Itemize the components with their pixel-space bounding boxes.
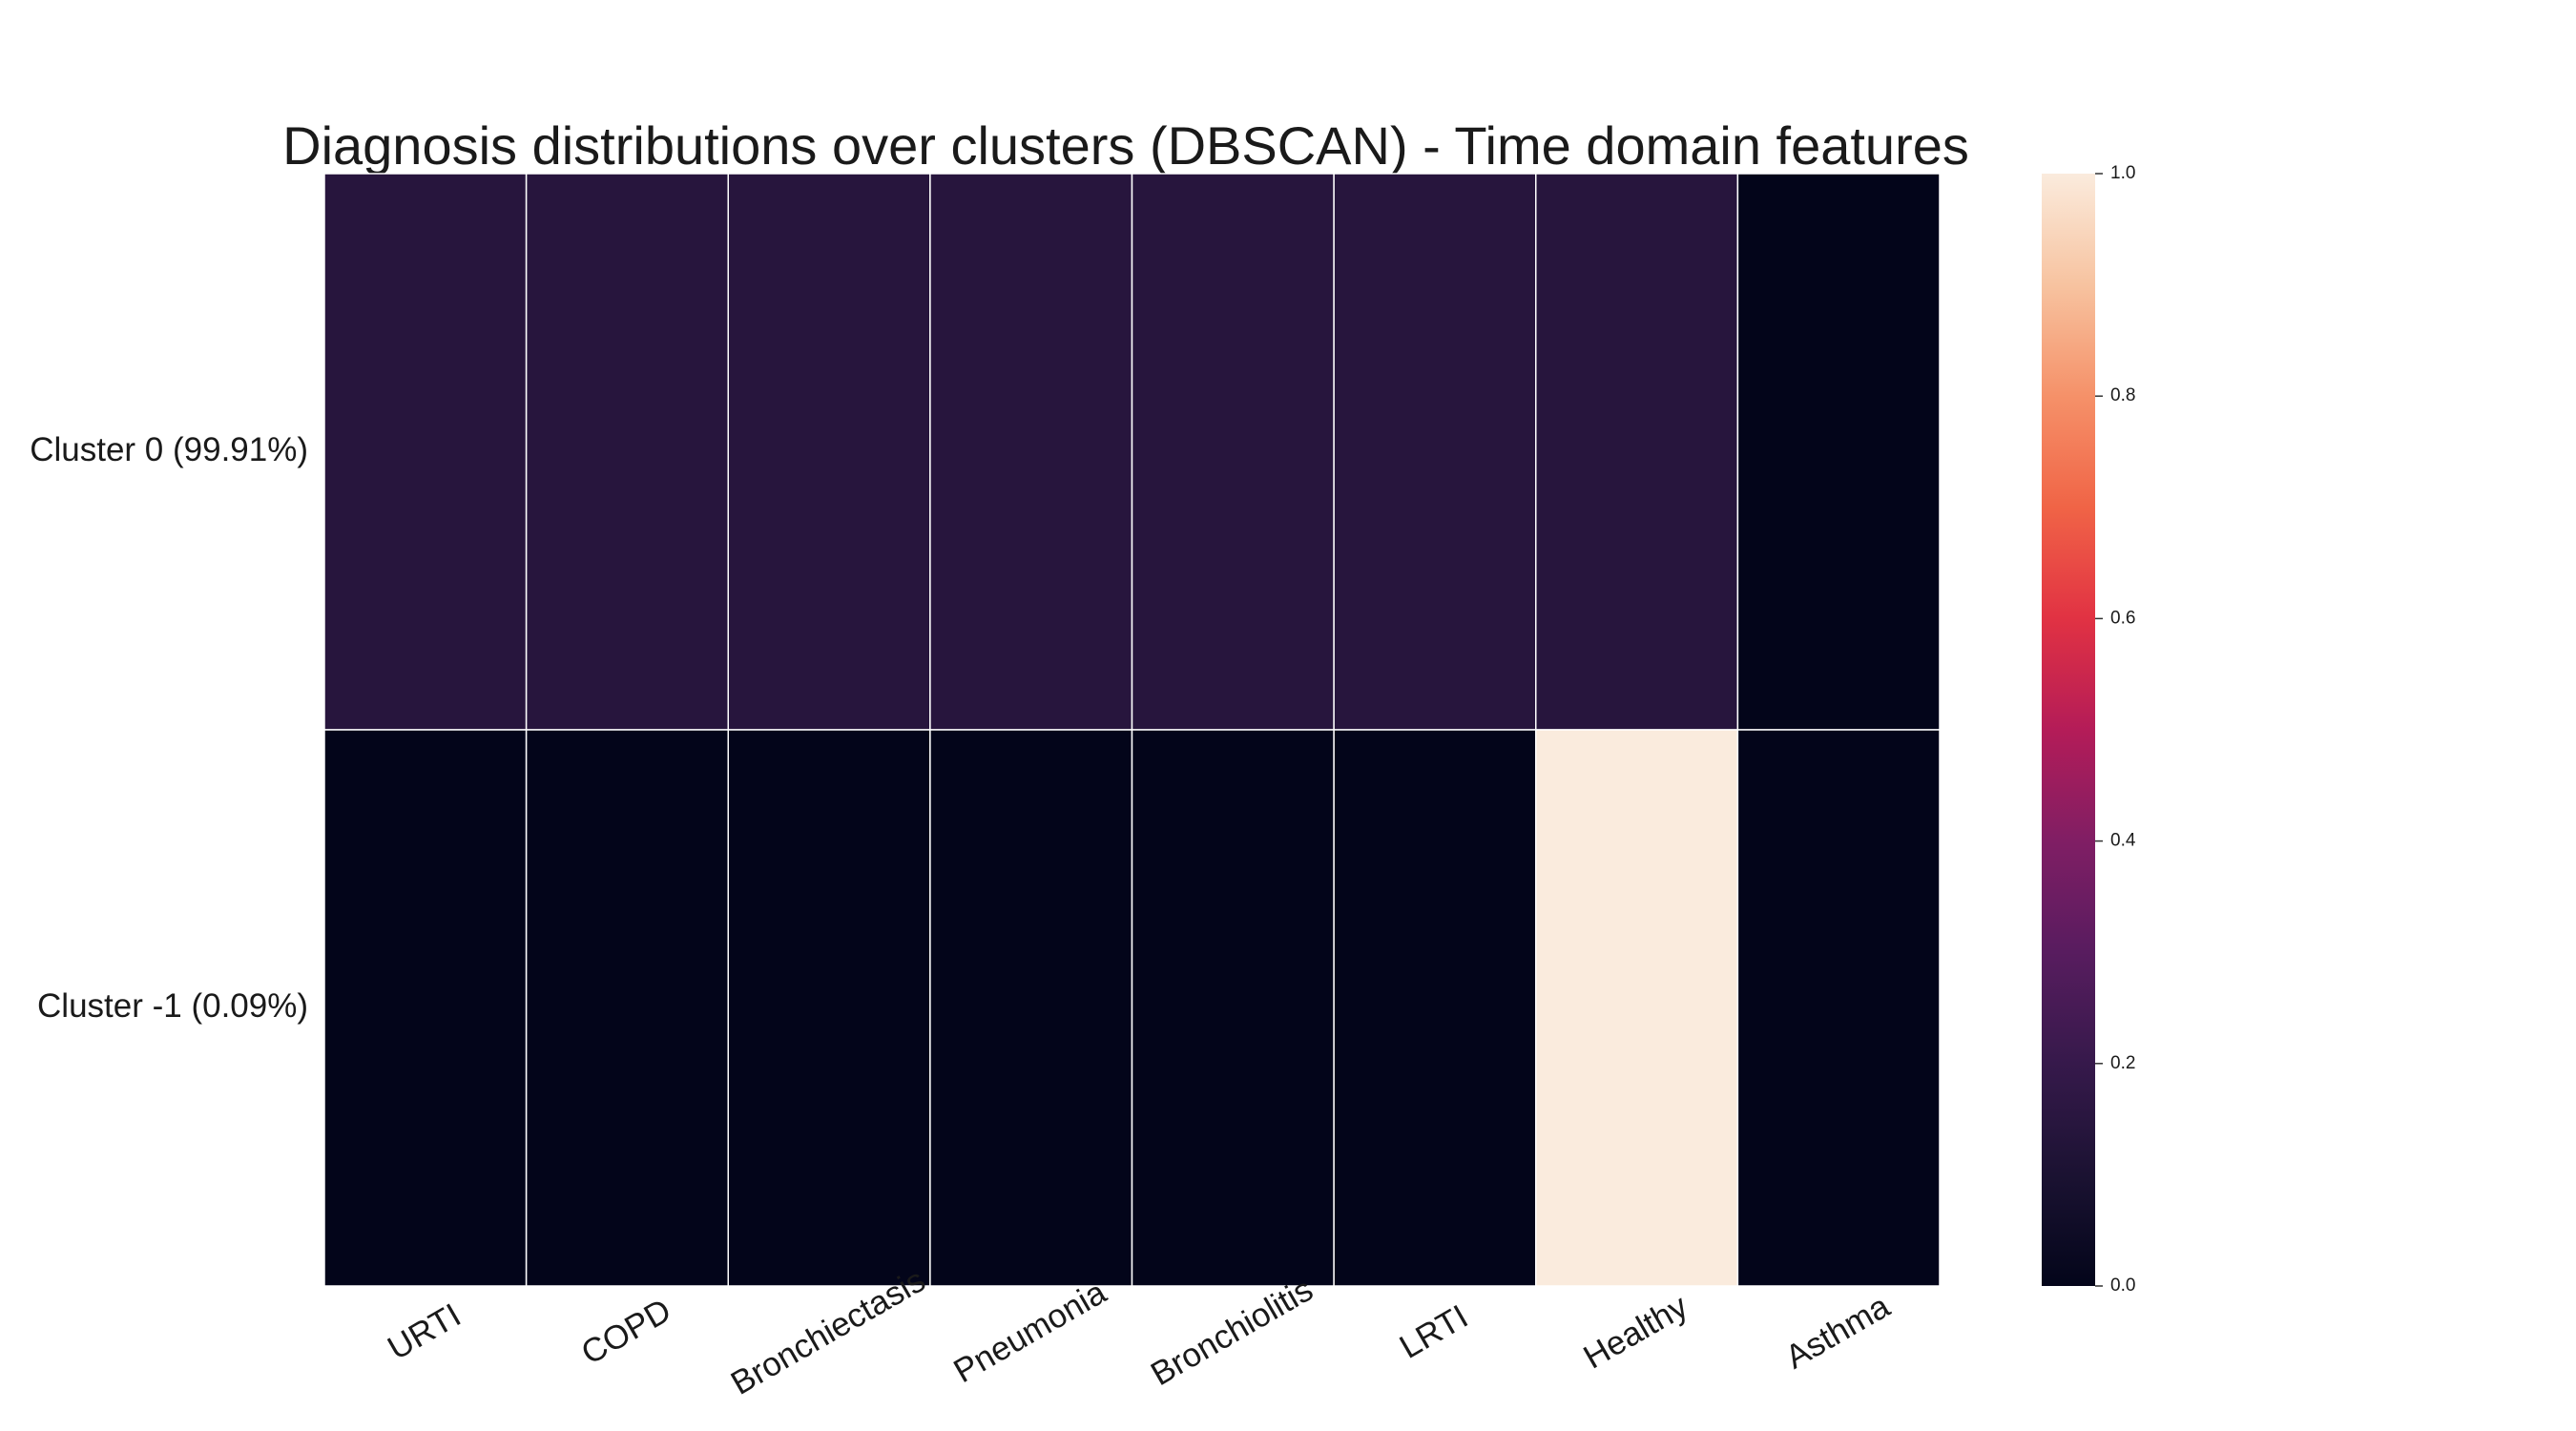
heatmap-cell	[727, 729, 931, 1287]
heatmap-cell	[1131, 173, 1335, 731]
colorbar-tick-label: 1.0	[2110, 163, 2135, 183]
heatmap-cells	[323, 173, 1941, 1287]
column-label: Asthma	[1779, 1287, 1897, 1376]
column-label: URTI	[382, 1296, 467, 1367]
row-label: Cluster 0 (99.91%)	[30, 431, 308, 468]
colorbar-tick-label: 0.6	[2110, 608, 2135, 628]
heatmap-cell	[1333, 729, 1537, 1287]
heatmap-cell	[525, 729, 729, 1287]
column-label: Bronchiolitis	[1145, 1271, 1319, 1393]
heatmap-cell	[1131, 729, 1335, 1287]
colorbar-tick-label: 0.2	[2110, 1053, 2135, 1073]
heatmap-cell	[929, 173, 1133, 731]
column-label: Healthy	[1577, 1287, 1694, 1376]
heatmap-cell	[1333, 173, 1537, 731]
colorbar: 0.0 0.2 0.4 0.6 0.8 1.0	[2042, 163, 2136, 1296]
column-label: COPD	[575, 1292, 677, 1372]
heatmap-cell	[727, 173, 931, 731]
colorbar-tick-label: 0.0	[2110, 1275, 2135, 1296]
heatmap-cell	[1736, 729, 1941, 1287]
chart-title: Diagnosis distributions over clusters (D…	[282, 115, 1969, 176]
colorbar-gradient	[2042, 174, 2095, 1286]
heatmap-cell	[929, 729, 1133, 1287]
column-label: LRTI	[1393, 1297, 1474, 1365]
colorbar-tick-label: 0.8	[2110, 385, 2135, 405]
row-label: Cluster -1 (0.09%)	[37, 987, 308, 1025]
heatmap-cell	[1535, 729, 1739, 1287]
heatmap-cell	[323, 173, 528, 731]
heatmap-cell	[1535, 173, 1739, 731]
heatmap-cell	[323, 729, 528, 1287]
colorbar-tick-label: 0.4	[2110, 831, 2136, 851]
heatmap-cell	[1736, 173, 1941, 731]
heatmap-cell	[525, 173, 729, 731]
row-labels: Cluster 0 (99.91%) Cluster -1 (0.09%)	[30, 431, 308, 1025]
column-label: Pneumonia	[947, 1274, 1112, 1391]
